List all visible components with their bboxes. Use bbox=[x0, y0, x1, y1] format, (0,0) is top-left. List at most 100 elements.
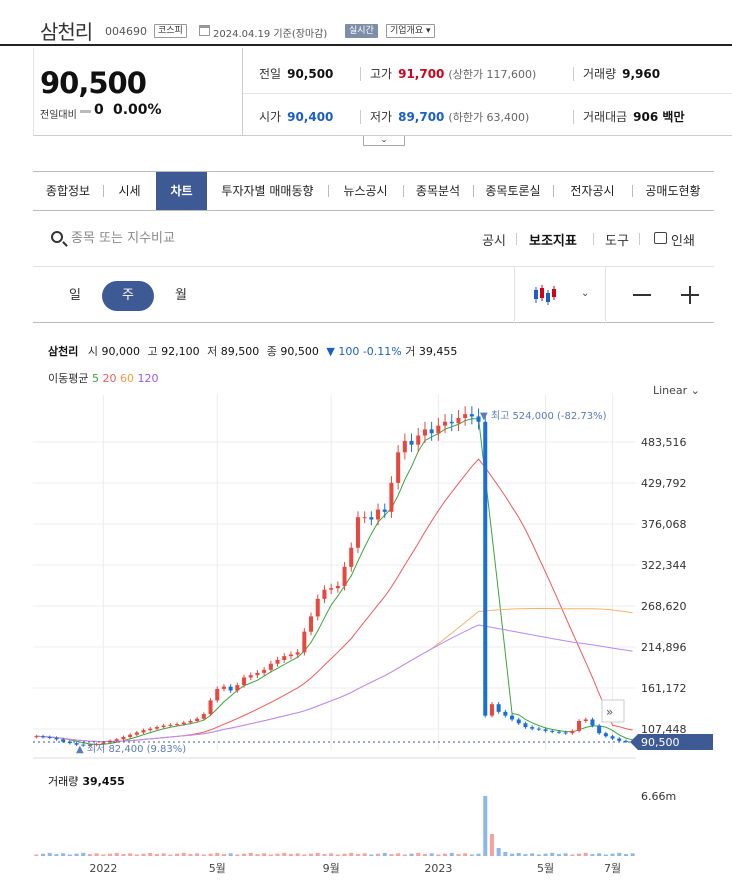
volume-bar bbox=[603, 854, 608, 856]
tab-investor-trend[interactable]: 투자자별 매매동향 bbox=[221, 184, 314, 198]
candle-body bbox=[128, 734, 133, 738]
volume-bar bbox=[429, 853, 434, 856]
stat-volume: 거래량 9,960 bbox=[583, 67, 661, 81]
period-day[interactable]: 일 bbox=[69, 288, 81, 303]
candle-body bbox=[322, 589, 327, 599]
compare-search-input[interactable] bbox=[71, 227, 291, 249]
volume-bar bbox=[268, 854, 273, 856]
tab-overview[interactable]: 종합정보 bbox=[45, 184, 91, 198]
calendar-icon bbox=[199, 25, 210, 36]
volume-bar bbox=[617, 852, 622, 856]
main-tabs: 종합정보 시세 차트 투자자별 매매동향 뉴스공시 종목분석 종목토론실 전자공… bbox=[33, 171, 714, 211]
candle-body bbox=[396, 452, 401, 483]
volume-bar bbox=[489, 834, 494, 856]
volume-bar bbox=[168, 854, 173, 856]
volume-bar bbox=[74, 853, 79, 856]
stat-high: 고가 91,700 (상한가 117,600) bbox=[370, 67, 537, 81]
tab-quote[interactable]: 시세 bbox=[118, 184, 141, 198]
x-tick-label: 2022 bbox=[89, 862, 117, 875]
candle-body bbox=[94, 743, 99, 746]
realtime-badge[interactable]: 실시간 bbox=[345, 24, 378, 38]
last-price-tag bbox=[630, 733, 713, 750]
tab-discussion[interactable]: 종목토론실 bbox=[485, 184, 541, 198]
candle-body bbox=[603, 733, 608, 737]
y-tick-label: 107,448 bbox=[641, 723, 687, 736]
plot-area bbox=[33, 395, 636, 752]
volume-bar bbox=[288, 854, 293, 856]
candle-body bbox=[503, 711, 508, 716]
candle-body bbox=[188, 720, 193, 723]
volume-bar bbox=[34, 854, 39, 856]
candle-body bbox=[496, 704, 501, 712]
candle-body bbox=[282, 656, 287, 660]
scale-dropdown[interactable]: Linear ⌄ bbox=[653, 384, 700, 397]
candle-body bbox=[369, 517, 374, 520]
tab-chart[interactable]: 차트 bbox=[156, 172, 207, 210]
volume-bar bbox=[295, 853, 300, 856]
x-tick-label: 9월 bbox=[323, 862, 340, 875]
chart-toolbar: 공시 보조지표 도구 인쇄 bbox=[33, 211, 714, 267]
tab-short-selling[interactable]: 공매도현황 bbox=[645, 184, 701, 198]
volume-bar bbox=[275, 853, 280, 856]
volume-bar bbox=[41, 853, 46, 856]
volume-bar bbox=[342, 853, 347, 856]
volume-bar bbox=[154, 854, 159, 856]
candle-body bbox=[215, 688, 220, 701]
volume-bar bbox=[516, 852, 521, 856]
candle-body bbox=[489, 704, 494, 716]
stat-prev: 전일 90,500 bbox=[259, 67, 334, 81]
volume-bar bbox=[242, 853, 247, 856]
tab-e-disclosure[interactable]: 전자공시 bbox=[570, 184, 615, 198]
ma120-line bbox=[36, 624, 633, 743]
candle-body bbox=[617, 738, 622, 741]
candle-body bbox=[154, 727, 159, 729]
candle-body bbox=[516, 719, 521, 724]
collapse-toggle[interactable]: ⌄ bbox=[363, 136, 405, 146]
expand-button bbox=[601, 699, 625, 723]
volume-bar bbox=[221, 854, 226, 856]
zoom-out-button[interactable] bbox=[633, 294, 651, 296]
candle-body bbox=[248, 675, 253, 678]
volume-bar bbox=[255, 854, 260, 856]
candle-body bbox=[121, 737, 126, 740]
candle-body bbox=[315, 598, 320, 617]
candle-type-icon[interactable] bbox=[533, 284, 559, 306]
volume-bar bbox=[309, 853, 314, 856]
volume-bar bbox=[335, 854, 340, 856]
volume-bar bbox=[610, 853, 615, 856]
volume-bar bbox=[630, 853, 635, 856]
chevron-down-icon[interactable]: ⌄ bbox=[581, 288, 590, 299]
tools-button[interactable]: 도구 bbox=[605, 234, 629, 249]
change-label: 전일대비 bbox=[40, 110, 77, 121]
volume-bar bbox=[101, 854, 106, 856]
volume-bar bbox=[510, 853, 515, 856]
candle-body bbox=[389, 482, 394, 512]
disclosure-button[interactable]: 공시 bbox=[482, 234, 506, 249]
tab-news[interactable]: 뉴스공시 bbox=[343, 184, 388, 198]
volume-bar bbox=[315, 852, 320, 856]
volume-bar bbox=[128, 853, 133, 856]
volume-bar bbox=[382, 852, 387, 856]
candle-body bbox=[597, 725, 602, 734]
volume-bar bbox=[114, 852, 119, 856]
tab-analysis[interactable]: 종목분석 bbox=[415, 184, 461, 198]
candle-body bbox=[161, 725, 166, 728]
candle-body bbox=[288, 654, 293, 657]
indicator-button[interactable]: 보조지표 bbox=[529, 234, 577, 249]
volume-bar bbox=[148, 852, 153, 856]
period-month[interactable]: 월 bbox=[175, 288, 187, 303]
volume-bar bbox=[175, 853, 180, 856]
volume-bar bbox=[389, 854, 394, 856]
volume-bar bbox=[550, 852, 555, 856]
candle-body bbox=[469, 414, 474, 417]
volume-bar bbox=[94, 853, 99, 856]
candle-body bbox=[510, 715, 515, 720]
company-info-dropdown[interactable]: 기업개요 ▾ bbox=[386, 24, 435, 38]
price-stats: 전일 90,500 고가 91,700 (상한가 117,600) 거래량 9,960 … bbox=[243, 48, 732, 136]
volume-bar bbox=[228, 853, 233, 856]
candle-body bbox=[87, 745, 92, 747]
zoom-in-button[interactable] bbox=[681, 286, 699, 304]
print-button[interactable]: 인쇄 bbox=[671, 234, 695, 249]
period-week[interactable]: 주 bbox=[102, 281, 154, 311]
double-chevron-right-icon: » bbox=[606, 705, 613, 719]
